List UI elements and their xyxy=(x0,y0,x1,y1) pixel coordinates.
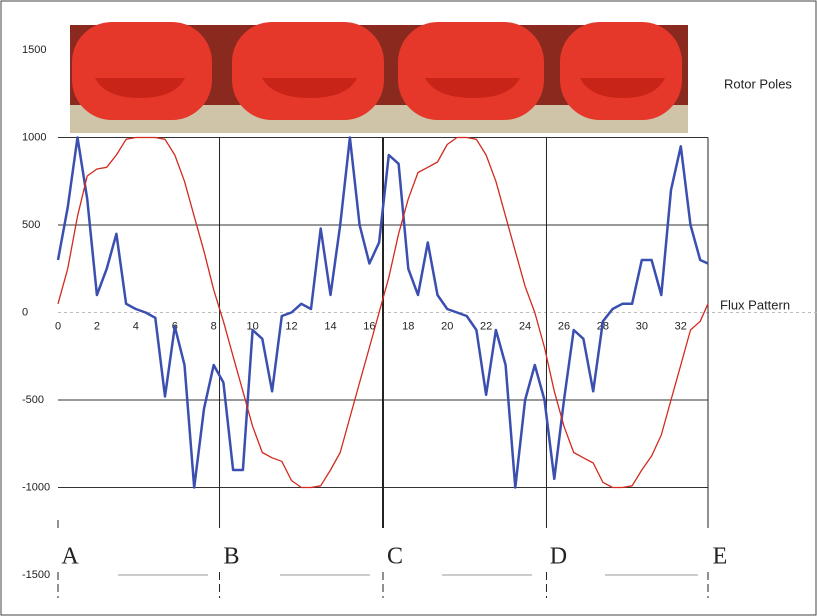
y-tick-label: 0 xyxy=(22,306,28,318)
annotation: Rotor Poles xyxy=(724,76,792,91)
y-tick-label: 1000 xyxy=(22,131,46,143)
y-tick-label: -1500 xyxy=(22,569,50,581)
section-label: C xyxy=(387,544,403,570)
x-tick-label: 22 xyxy=(480,320,492,332)
x-tick-label: 30 xyxy=(636,320,648,332)
section-label: B xyxy=(224,544,240,570)
x-tick-label: 10 xyxy=(246,320,258,332)
x-tick-label: 12 xyxy=(285,320,297,332)
y-tick-label: 500 xyxy=(22,219,40,231)
annotation: Flux Pattern xyxy=(720,297,790,312)
x-tick-label: 2 xyxy=(94,320,100,332)
x-tick-label: 16 xyxy=(363,320,375,332)
x-tick-label: 18 xyxy=(402,320,414,332)
series-line xyxy=(56,136,709,489)
x-tick-label: 0 xyxy=(55,320,61,332)
x-tick-label: 8 xyxy=(211,320,217,332)
x-tick-label: 14 xyxy=(324,320,336,332)
section-label: D xyxy=(550,544,567,570)
section-label: E xyxy=(713,544,728,570)
x-tick-label: 32 xyxy=(675,320,687,332)
x-tick-label: 24 xyxy=(519,320,531,332)
series-line xyxy=(57,136,709,489)
y-tick-label: -1000 xyxy=(22,481,50,493)
y-tick-label: -500 xyxy=(22,394,44,406)
x-tick-label: 4 xyxy=(133,320,139,332)
rotor-photo xyxy=(70,22,688,133)
section-label: A xyxy=(61,544,79,570)
x-tick-label: 20 xyxy=(441,320,453,332)
y-tick-label: 1500 xyxy=(22,44,46,56)
x-tick-label: 26 xyxy=(558,320,570,332)
